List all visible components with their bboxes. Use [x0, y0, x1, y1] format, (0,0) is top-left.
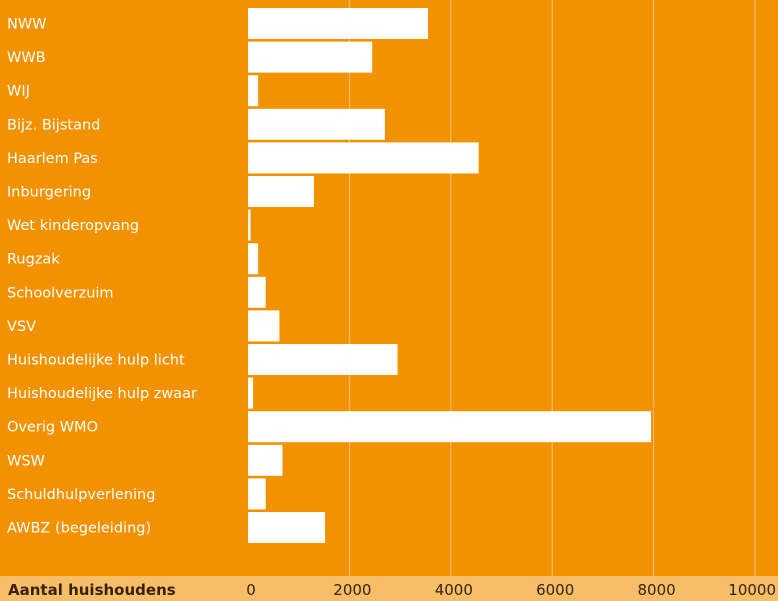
x-tick-label: 2000	[333, 581, 371, 599]
bar	[248, 108, 385, 140]
category-label: WIJ	[7, 84, 30, 100]
x-axis-title: Aantal huishoudens	[8, 581, 176, 599]
bar	[248, 8, 428, 39]
axis-footer-band	[0, 576, 778, 601]
category-label: WSW	[7, 453, 45, 469]
category-label: WWB	[7, 50, 46, 66]
bar	[248, 41, 373, 73]
category-label: Haarlem Pas	[7, 151, 98, 167]
bar	[248, 75, 259, 107]
bar	[248, 478, 266, 510]
category-label: VSV	[7, 319, 36, 335]
category-label: AWBZ (begeleiding)	[7, 521, 151, 537]
category-label: Overig WMO	[7, 420, 98, 436]
x-tick-label: 4000	[435, 581, 473, 599]
bar	[248, 176, 314, 207]
category-label: Inburgering	[7, 185, 91, 201]
bar	[248, 209, 251, 241]
category-label: Bijz. Bijstand	[7, 117, 100, 133]
x-tick-label: 0	[246, 581, 256, 599]
category-label: Wet kinderopvang	[7, 218, 139, 234]
bar	[248, 344, 398, 375]
category-label: Schoolverzuim	[7, 285, 114, 301]
x-tick-label: 6000	[536, 581, 574, 599]
category-label: NWW	[7, 17, 47, 33]
x-tick-label: 8000	[638, 581, 676, 599]
bar	[248, 377, 254, 409]
category-label: Huishoudelijke hulp licht	[7, 353, 185, 369]
bar	[248, 310, 280, 342]
bar	[248, 142, 479, 174]
bar	[248, 411, 652, 443]
category-label: Rugzak	[7, 252, 60, 268]
bar	[248, 243, 259, 275]
category-label: Schuldhulpverlening	[7, 487, 155, 503]
category-label: Huishoudelijke hulp zwaar	[7, 386, 197, 402]
bar	[248, 444, 283, 476]
x-tick-label: 10000	[728, 581, 776, 599]
bar	[248, 512, 326, 543]
bar	[248, 276, 266, 308]
